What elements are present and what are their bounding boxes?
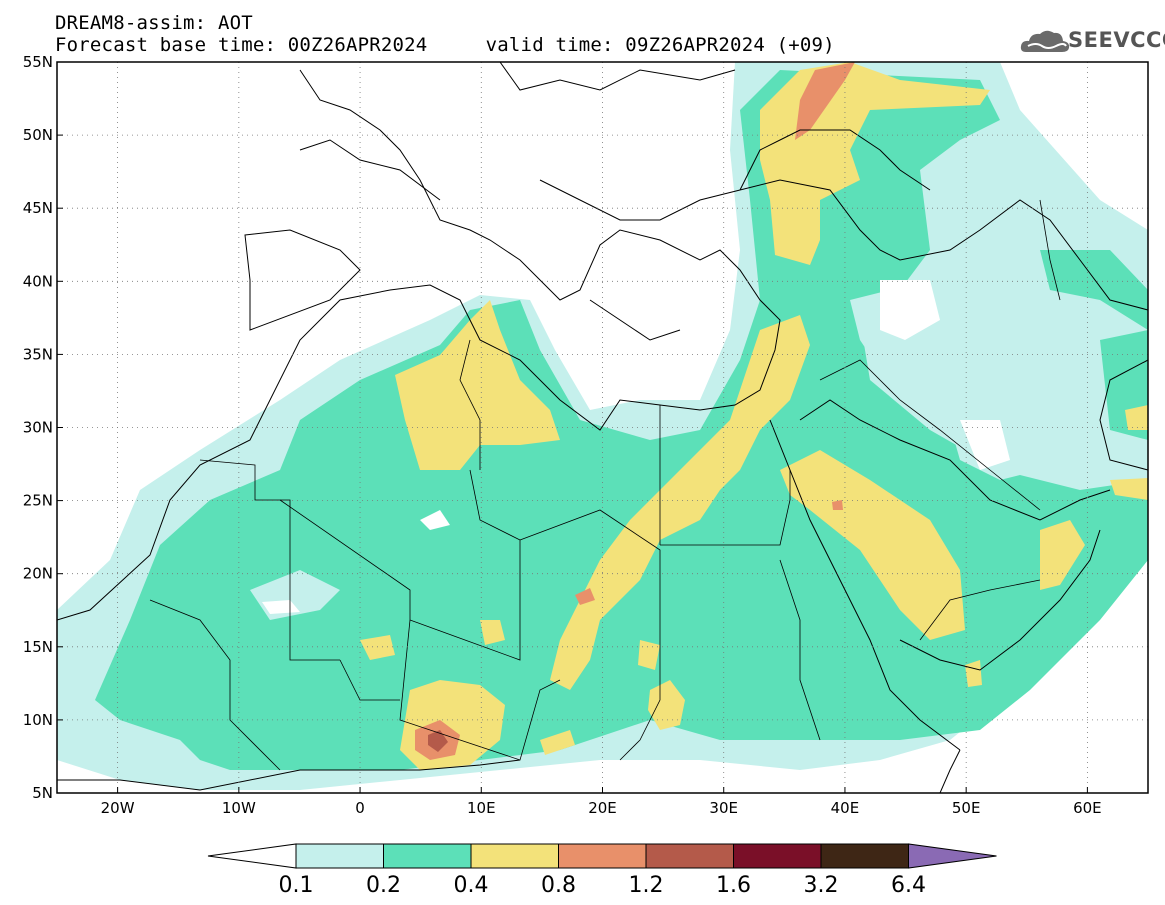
colorbar-level-label: 0.1 <box>279 873 314 898</box>
lon-tick-label: 30E <box>709 799 738 817</box>
latitude-axis: 55N 50N 45N 40N 35N 30N 25N 20N 15N 10N 5N <box>23 53 63 802</box>
lat-tick-label: 50N <box>23 126 53 144</box>
forecast-time-subtitle: Forecast base time: 00Z26APR2024 valid t… <box>55 34 835 56</box>
lon-tick-label: 10E <box>467 799 496 817</box>
colorbar-swatch <box>558 843 647 869</box>
lat-tick-label: 25N <box>23 492 53 510</box>
lat-tick-label: 20N <box>23 565 53 583</box>
colorbar-swatch <box>645 843 734 869</box>
colorbar-swatch <box>470 843 559 869</box>
colorbar: 0.1 0.2 0.4 0.8 1.2 1.6 3.2 6.4 <box>207 843 997 898</box>
lon-tick-label: 20W <box>101 799 135 817</box>
lon-tick-label: 60E <box>1073 799 1102 817</box>
colorbar-level-label: 1.6 <box>716 873 751 898</box>
colorbar-level-label: 3.2 <box>804 873 839 898</box>
lat-tick-label: 45N <box>23 199 53 217</box>
colorbar-swatch <box>383 843 472 869</box>
colorbar-over-arrow <box>908 843 997 869</box>
lat-tick-label: 15N <box>23 638 53 656</box>
aot-low-patches <box>230 280 1040 620</box>
coastlines <box>57 62 1148 793</box>
colorbar-level-label: 0.8 <box>541 873 576 898</box>
cloud-logo-icon <box>1020 30 1070 52</box>
lat-tick-label: 55N <box>23 53 53 71</box>
lat-tick-label: 5N <box>32 784 53 802</box>
lon-tick-label: 0 <box>355 799 365 817</box>
colorbar-swatch <box>295 843 384 869</box>
lon-tick-label: 10W <box>222 799 256 817</box>
aot-field <box>57 62 1148 793</box>
logo-text: SEEVCCC <box>1068 28 1165 52</box>
lon-tick-label: 50E <box>952 799 981 817</box>
lat-tick-label: 35N <box>23 345 53 363</box>
longitude-axis: 20W 10W 0 10E 20E 30E 40E 50E 60E <box>101 787 1102 817</box>
colorbar-level-label: 0.2 <box>366 873 401 898</box>
colorbar-level-label: 0.4 <box>454 873 489 898</box>
aot-level-1.2 <box>428 730 448 752</box>
aot-level-0.4 <box>360 62 1148 770</box>
colorbar-swatch <box>820 843 909 869</box>
lon-tick-label: 20E <box>588 799 617 817</box>
map-title: DREAM8-assim: AOT <box>55 12 253 34</box>
colorbar-level-label: 1.2 <box>629 873 664 898</box>
lat-tick-label: 30N <box>23 419 53 437</box>
grid-lines <box>57 62 1148 793</box>
lat-tick-label: 10N <box>23 711 53 729</box>
lat-tick-label: 40N <box>23 272 53 290</box>
lon-tick-label: 40E <box>831 799 860 817</box>
borders <box>149 199 1061 771</box>
colorbar-swatch <box>733 843 822 869</box>
colorbar-under-arrow <box>207 843 297 869</box>
colorbar-level-label: 6.4 <box>891 873 926 898</box>
